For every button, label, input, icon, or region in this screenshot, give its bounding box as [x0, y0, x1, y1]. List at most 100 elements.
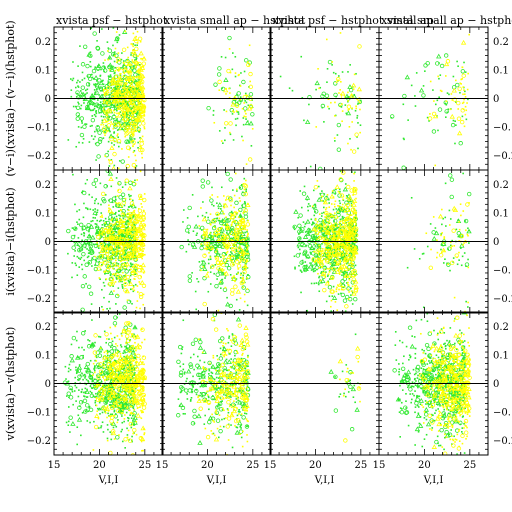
- data-point: [114, 391, 117, 394]
- data-point: [333, 137, 336, 139]
- data-point: [236, 212, 239, 214]
- data-point: [191, 194, 194, 196]
- data-point: [327, 198, 330, 201]
- data-point: [129, 278, 132, 281]
- data-point: [104, 273, 106, 275]
- data-point: [343, 223, 346, 225]
- data-point: [230, 231, 233, 233]
- data-point: [242, 260, 245, 262]
- data-point: [451, 245, 453, 247]
- data-point: [332, 251, 334, 253]
- data-point: [239, 225, 244, 230]
- data-point: [138, 72, 141, 75]
- data-point: [234, 243, 236, 246]
- data-point: [120, 103, 123, 105]
- data-point: [347, 231, 350, 233]
- data-point: [334, 140, 336, 142]
- data-point: [310, 282, 313, 285]
- data-point: [312, 222, 315, 224]
- data-point: [128, 63, 130, 66]
- data-point: [335, 243, 341, 249]
- data-point: [141, 57, 143, 60]
- data-point: [96, 254, 103, 260]
- data-point: [346, 222, 351, 227]
- data-point: [124, 115, 126, 117]
- data-point: [297, 216, 299, 219]
- data-point: [110, 346, 112, 348]
- data-point: [143, 105, 146, 108]
- data-point: [320, 224, 323, 226]
- data-point: [96, 219, 99, 222]
- data-point: [301, 191, 307, 196]
- data-point: [125, 254, 128, 257]
- data-point: [338, 102, 343, 108]
- data-point: [331, 190, 334, 192]
- data-point: [89, 96, 92, 99]
- data-point: [327, 222, 332, 227]
- data-point: [134, 59, 136, 61]
- data-point: [237, 216, 240, 219]
- data-point: [231, 259, 234, 262]
- data-point: [349, 137, 351, 140]
- data-point: [318, 231, 321, 234]
- data-point: [108, 207, 110, 210]
- data-point: [136, 44, 138, 46]
- data-point: [126, 265, 128, 268]
- data-point: [467, 227, 469, 230]
- data-point: [100, 87, 102, 89]
- data-point: [143, 253, 146, 256]
- data-point: [326, 267, 329, 270]
- data-point: [310, 218, 313, 221]
- data-point: [118, 84, 120, 86]
- data-point: [91, 115, 94, 117]
- data-point: [138, 79, 144, 85]
- data-point: [209, 249, 212, 252]
- data-point: [102, 83, 105, 86]
- data-point: [95, 46, 101, 51]
- data-point: [109, 349, 115, 354]
- data-point: [461, 66, 464, 69]
- data-point: [136, 89, 139, 92]
- data-point: [122, 89, 124, 92]
- data-point: [129, 219, 132, 221]
- data-point: [108, 215, 113, 220]
- data-point: [92, 95, 94, 98]
- data-point: [138, 77, 140, 80]
- data-point: [131, 199, 134, 202]
- data-point: [342, 186, 349, 192]
- data-point: [315, 262, 318, 264]
- data-point: [314, 238, 317, 241]
- data-point: [464, 71, 467, 73]
- data-point: [351, 202, 357, 207]
- data-point: [117, 202, 120, 205]
- data-point: [344, 249, 346, 252]
- data-point: [345, 236, 352, 242]
- data-point: [127, 222, 129, 225]
- data-point: [141, 257, 143, 260]
- data-point: [328, 213, 333, 218]
- data-point: [330, 248, 332, 250]
- data-point: [432, 113, 439, 119]
- data-point: [124, 288, 130, 294]
- data-point: [128, 92, 131, 94]
- data-point: [124, 30, 127, 33]
- data-point: [125, 411, 128, 414]
- data-point: [110, 224, 113, 227]
- data-point: [116, 270, 118, 273]
- data-point: [333, 234, 335, 236]
- data-point: [347, 109, 350, 111]
- data-point: [110, 80, 113, 83]
- data-point: [117, 294, 119, 297]
- data-point: [298, 233, 300, 235]
- data-point: [316, 221, 319, 223]
- data-point: [349, 188, 354, 193]
- data-point: [240, 237, 243, 239]
- data-point: [428, 265, 434, 270]
- data-point: [132, 109, 135, 112]
- data-point: [350, 262, 353, 264]
- data-point: [324, 258, 326, 260]
- data-point: [95, 226, 98, 228]
- data-point: [107, 255, 114, 261]
- data-point: [94, 102, 100, 107]
